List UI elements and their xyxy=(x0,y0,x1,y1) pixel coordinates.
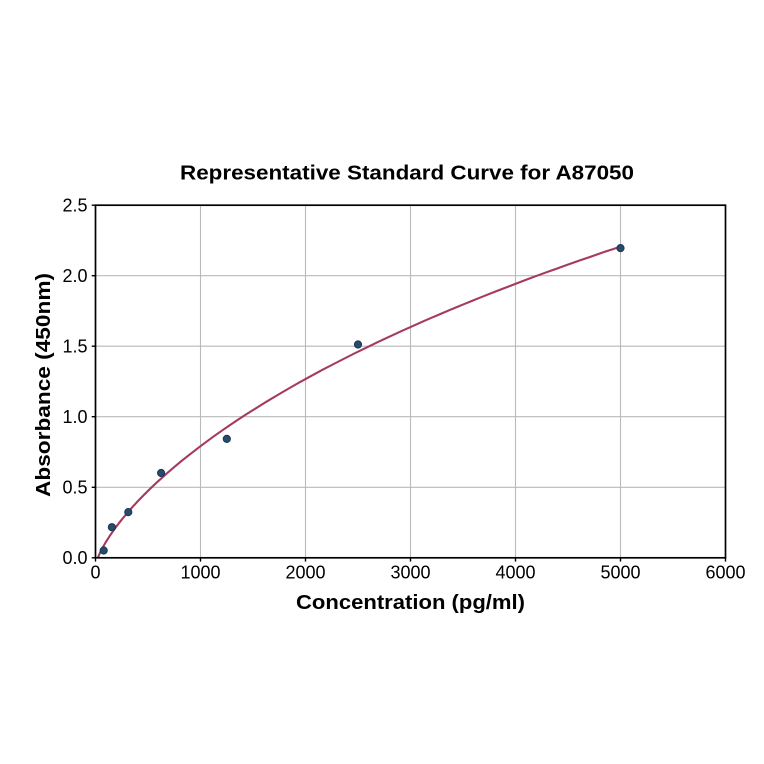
svg-text:1000: 1000 xyxy=(180,563,220,583)
svg-text:Concentration (pg/ml): Concentration (pg/ml) xyxy=(296,592,525,614)
svg-text:2000: 2000 xyxy=(285,563,325,583)
svg-text:6000: 6000 xyxy=(705,563,745,583)
svg-text:0: 0 xyxy=(90,563,100,583)
svg-text:2.5: 2.5 xyxy=(62,196,87,216)
svg-text:1.5: 1.5 xyxy=(62,337,87,357)
svg-text:5000: 5000 xyxy=(600,563,640,583)
svg-text:Absorbance (450nm): Absorbance (450nm) xyxy=(33,273,55,497)
svg-text:1.0: 1.0 xyxy=(62,407,87,427)
svg-text:2.0: 2.0 xyxy=(62,266,87,286)
svg-text:0.5: 0.5 xyxy=(62,478,87,498)
svg-text:3000: 3000 xyxy=(390,563,430,583)
svg-text:4000: 4000 xyxy=(495,563,535,583)
svg-text:0.0: 0.0 xyxy=(62,548,87,568)
svg-text:Representative Standard Curve: Representative Standard Curve for A87050 xyxy=(180,162,634,184)
